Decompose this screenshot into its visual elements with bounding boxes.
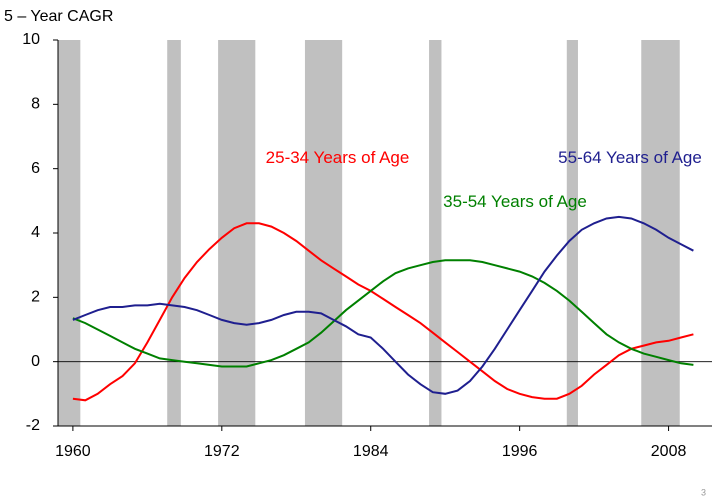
shaded-period bbox=[58, 40, 81, 426]
x-tick-label: 2008 bbox=[651, 443, 687, 460]
x-tick-label: 1960 bbox=[55, 443, 91, 460]
series-line bbox=[72, 222, 694, 402]
x-tick-label: 1984 bbox=[353, 443, 389, 460]
shaded-period bbox=[429, 40, 442, 426]
series-line bbox=[72, 215, 694, 395]
page-number: 3 bbox=[701, 487, 706, 497]
y-tick-label: 0 bbox=[31, 353, 40, 370]
x-tick-label: 1972 bbox=[204, 443, 240, 460]
y-tick-label: 8 bbox=[31, 96, 40, 113]
series-line bbox=[72, 259, 694, 368]
series-label: 35-54 Years of Age bbox=[443, 192, 587, 211]
series-label: 25-34 Years of Age bbox=[265, 148, 410, 167]
series-label: 55-64 Years of Age bbox=[558, 148, 702, 167]
shaded-period bbox=[566, 40, 578, 426]
y-tick-label: 10 bbox=[22, 31, 40, 48]
y-tick-label: -2 bbox=[26, 417, 40, 434]
x-tick-label: 1996 bbox=[502, 443, 538, 460]
y-tick-label: 4 bbox=[31, 224, 40, 241]
shaded-period bbox=[218, 40, 256, 426]
y-tick-label: 2 bbox=[31, 289, 40, 306]
shaded-period bbox=[167, 40, 181, 426]
chart-title: 5 – Year CAGR bbox=[4, 8, 113, 25]
shaded-period bbox=[304, 40, 343, 426]
y-tick-label: 6 bbox=[31, 160, 40, 177]
